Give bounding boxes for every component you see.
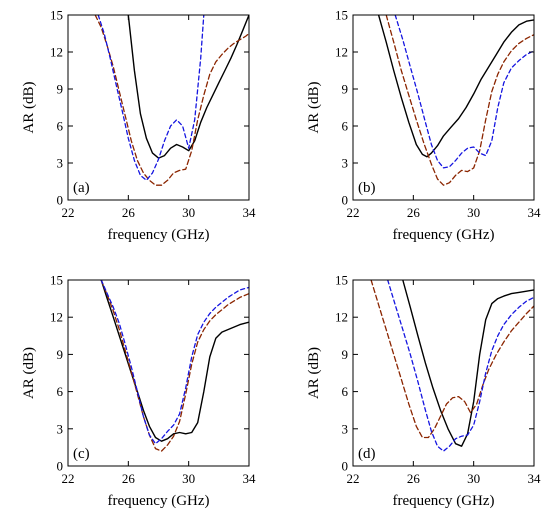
x-tick-label: 22	[62, 205, 75, 220]
y-tick-label: 15	[335, 273, 348, 288]
x-axis-label: frequency (GHz)	[107, 227, 209, 243]
y-tick-label: 6	[57, 384, 64, 399]
x-tick-label: 34	[528, 471, 542, 486]
x-axis-label: frequency (GHz)	[392, 493, 494, 509]
series-line-dash_brown	[94, 15, 249, 186]
y-tick-label: 9	[57, 82, 64, 97]
y-tick-label: 9	[342, 82, 349, 97]
y-tick-label: 15	[50, 8, 63, 23]
panel-label: (a)	[73, 180, 90, 196]
series-line-dash_blue	[100, 280, 249, 445]
series-line-dash_blue	[387, 280, 534, 452]
series-line-dash_brown	[385, 15, 534, 186]
x-tick-label: 30	[182, 471, 195, 486]
series-line-dash_brown	[370, 280, 534, 439]
y-tick-label: 3	[57, 421, 64, 436]
y-tick-label: 3	[342, 421, 349, 436]
x-tick-label: 22	[347, 205, 360, 220]
x-tick-label: 34	[528, 205, 542, 220]
panel-2: 22 26 30 34 0 3 6 9 12 15 frequency (GHz) AR (dB) (b…	[306, 8, 541, 244]
series-group	[94, 15, 249, 186]
x-tick-label: 26	[122, 205, 136, 220]
y-axis-label: AR (dB)	[306, 81, 322, 133]
panel-4: 22 26 30 34 0 3 6 9 12 15 frequency (GHz) AR (dB) (d…	[306, 273, 541, 510]
plot-frame	[67, 14, 250, 201]
plot-frame	[67, 279, 250, 467]
series-line-dash_brown	[100, 280, 249, 452]
x-tick-label: 22	[347, 471, 360, 486]
series-line-solid	[100, 280, 249, 442]
y-tick-label: 15	[335, 8, 348, 23]
y-tick-label: 9	[342, 347, 349, 362]
y-tick-label: 3	[342, 156, 349, 171]
y-tick-label: 0	[342, 459, 349, 474]
y-tick-label: 0	[57, 459, 64, 474]
y-tick-label: 9	[57, 347, 64, 362]
series-line-solid	[402, 280, 534, 447]
series-line-dash_blue	[394, 15, 534, 169]
x-axis-label: frequency (GHz)	[107, 493, 209, 509]
series-group	[377, 15, 534, 186]
panel-label: (c)	[73, 446, 90, 462]
x-tick-label: 22	[62, 471, 75, 486]
x-axis-label: frequency (GHz)	[392, 227, 494, 243]
plot-frame	[352, 279, 535, 467]
x-tick-label: 30	[467, 205, 480, 220]
x-tick-label: 26	[407, 205, 421, 220]
y-tick-label: 15	[50, 273, 63, 288]
series-group	[370, 280, 534, 452]
panel-1: 22 26 30 34 0 3 6 9 12 15 frequency (GHz) AR (dB) (a…	[21, 8, 256, 244]
y-tick-label: 12	[50, 310, 63, 325]
y-tick-label: 12	[335, 45, 348, 60]
x-tick-label: 30	[467, 471, 480, 486]
y-tick-label: 6	[57, 119, 64, 134]
series-group	[100, 280, 249, 452]
x-tick-label: 34	[243, 471, 257, 486]
y-tick-label: 12	[335, 310, 348, 325]
panel-3: 22 26 30 34 0 3 6 9 12 15 frequency (GHz) AR (dB) (c…	[21, 273, 256, 510]
x-tick-label: 26	[122, 471, 136, 486]
series-line-dash_blue	[97, 15, 205, 181]
y-tick-label: 6	[342, 119, 349, 134]
plot-frame	[352, 14, 535, 201]
panel-label: (b)	[358, 180, 376, 196]
y-axis-label: AR (dB)	[306, 347, 322, 399]
panel-label: (d)	[358, 446, 376, 462]
y-tick-label: 12	[50, 45, 63, 60]
y-tick-label: 0	[342, 193, 349, 208]
y-axis-label: AR (dB)	[21, 81, 37, 133]
y-tick-label: 3	[57, 156, 64, 171]
series-line-solid	[377, 15, 534, 158]
y-tick-label: 0	[57, 193, 64, 208]
x-tick-label: 26	[407, 471, 421, 486]
y-tick-label: 6	[342, 384, 349, 399]
series-line-solid	[127, 15, 249, 159]
y-axis-label: AR (dB)	[21, 347, 37, 399]
x-tick-label: 30	[182, 205, 195, 220]
x-tick-label: 34	[243, 205, 257, 220]
